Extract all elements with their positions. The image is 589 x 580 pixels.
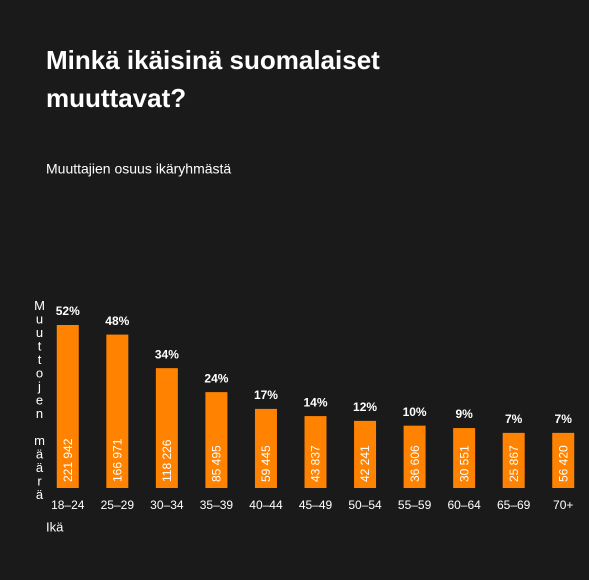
- bar: [304, 416, 327, 488]
- data-label: 52%: [56, 304, 80, 318]
- data-label: 10%: [403, 405, 427, 419]
- x-tick-label: 25–29: [101, 498, 135, 512]
- x-tick-label: 18–24: [51, 498, 85, 512]
- chart-title: Minkä ikäisinä suomalaiset: [46, 45, 380, 75]
- count-label: 59 445: [259, 445, 273, 482]
- count-label: 56 420: [556, 445, 570, 482]
- bar: [403, 425, 426, 488]
- x-axis-label: Ikä: [46, 519, 64, 534]
- count-label: 166 971: [110, 438, 124, 482]
- x-tick-label: 35–39: [200, 498, 234, 512]
- data-label: 7%: [555, 412, 573, 426]
- data-label: 48%: [105, 314, 129, 328]
- bar: [453, 428, 476, 488]
- x-tick-label: 55–59: [398, 498, 432, 512]
- count-label: 42 241: [358, 445, 372, 482]
- chart-title-line: muuttavat?: [46, 83, 186, 113]
- bar: [254, 408, 277, 488]
- data-label: 34%: [155, 347, 179, 361]
- bar: [552, 432, 575, 488]
- count-label: 36 606: [408, 445, 422, 482]
- count-label: 221 942: [61, 438, 75, 482]
- data-label: 9%: [455, 407, 473, 421]
- count-label: 118 226: [160, 439, 174, 482]
- bar: [354, 420, 377, 488]
- data-label: 7%: [505, 412, 523, 426]
- data-label: 12%: [353, 400, 377, 414]
- count-label: 25 867: [507, 445, 521, 482]
- count-label: 30 551: [457, 445, 471, 482]
- data-label: 17%: [254, 388, 278, 402]
- chart-subtitle: Muuttajien osuus ikäryhmästä: [46, 161, 231, 177]
- bar: [502, 432, 525, 488]
- bar: [155, 368, 178, 488]
- x-tick-label: 70+: [553, 498, 573, 512]
- data-label: 24%: [204, 371, 228, 385]
- count-label: 43 837: [309, 445, 323, 482]
- bar: [56, 325, 79, 488]
- x-tick-label: 40–44: [249, 498, 283, 512]
- y-axis-label: Muuttojen määrä: [32, 298, 47, 501]
- x-tick-label: 50–54: [348, 498, 382, 512]
- data-label: 14%: [303, 395, 327, 409]
- count-label: 85 495: [210, 445, 224, 482]
- bar: [106, 334, 129, 488]
- x-tick-label: 65–69: [497, 498, 531, 512]
- x-tick-label: 60–64: [447, 498, 481, 512]
- x-tick-label: 30–34: [150, 498, 184, 512]
- bar: [205, 392, 228, 488]
- x-tick-label: 45–49: [299, 498, 333, 512]
